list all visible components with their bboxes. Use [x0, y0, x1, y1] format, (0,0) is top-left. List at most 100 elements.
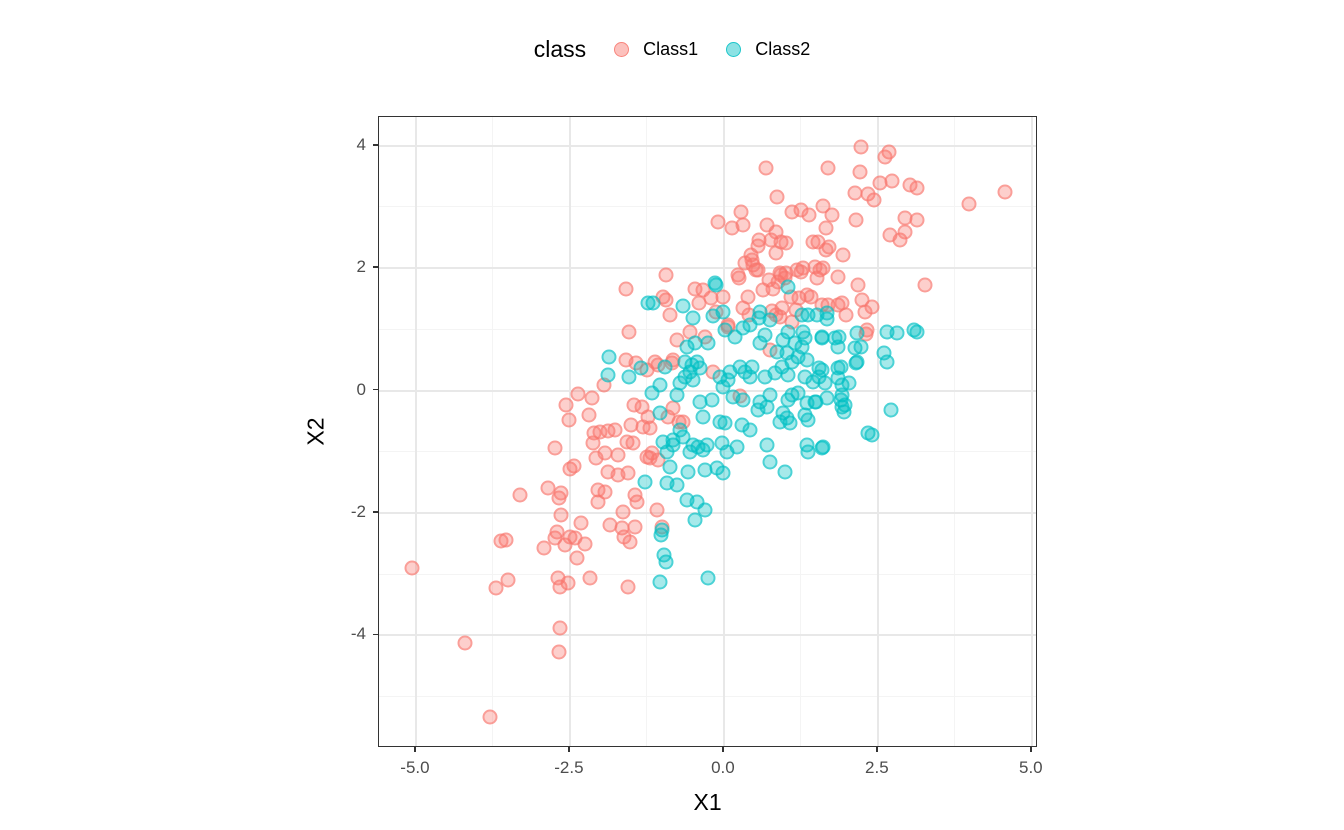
- data-point-class1: [735, 217, 751, 233]
- data-point-class2: [685, 372, 701, 388]
- data-point-class2: [780, 279, 796, 295]
- gridline-major-vertical: [414, 117, 417, 746]
- data-point-class1: [820, 160, 836, 176]
- data-point-class2: [757, 369, 773, 385]
- data-point-class1: [512, 487, 528, 503]
- data-point-class2: [695, 442, 711, 458]
- data-point-class2: [680, 464, 696, 480]
- data-point-class1: [710, 214, 726, 230]
- data-point-class1: [581, 407, 597, 423]
- data-point-class2: [695, 409, 711, 425]
- data-point-class1: [488, 580, 504, 596]
- data-point-class1: [877, 149, 893, 165]
- data-point-class1: [662, 307, 678, 323]
- data-point-class2: [889, 325, 905, 341]
- data-point-class2: [662, 459, 678, 475]
- data-point-class1: [755, 282, 771, 298]
- data-point-class2: [831, 329, 847, 345]
- data-point-class2: [675, 298, 691, 314]
- gridline-minor-horizontal: [379, 206, 1036, 208]
- data-point-class1: [830, 269, 846, 285]
- data-point-class2: [700, 570, 716, 586]
- data-point-class2: [811, 369, 827, 385]
- data-point-class2: [819, 305, 835, 321]
- data-point-class2: [669, 387, 685, 403]
- data-point-class2: [715, 465, 731, 481]
- data-point-class2: [853, 339, 869, 355]
- data-point-class1: [809, 270, 825, 286]
- data-point-class1: [658, 292, 674, 308]
- data-point-class2: [883, 402, 899, 418]
- data-point-class1: [818, 242, 834, 258]
- data-point-class1: [551, 490, 567, 506]
- data-point-class2: [759, 437, 775, 453]
- data-point-class1: [621, 324, 637, 340]
- data-point-class1: [582, 570, 598, 586]
- x-axis-title: X1: [693, 789, 722, 815]
- data-point-class2: [742, 369, 758, 385]
- legend-item-class2: Class2: [726, 39, 810, 60]
- data-point-class1: [615, 504, 631, 520]
- y-axis-title: X2: [302, 416, 329, 446]
- data-point-class1: [482, 709, 498, 725]
- data-point-class2: [836, 404, 852, 420]
- data-point-class2: [600, 367, 616, 383]
- data-point-class2: [658, 554, 674, 570]
- x-tick-label: 0.0: [711, 758, 735, 777]
- data-point-class2: [687, 512, 703, 528]
- gridline-major-horizontal: [379, 267, 1036, 270]
- gridline-minor-horizontal: [379, 696, 1036, 698]
- data-point-class2: [704, 392, 720, 408]
- data-point-class2: [780, 367, 796, 383]
- data-point-class1: [715, 289, 731, 305]
- x-tick-label: -2.5: [554, 758, 584, 777]
- data-point-class1: [909, 180, 925, 196]
- data-point-class2: [653, 527, 669, 543]
- data-point-class1: [610, 447, 626, 463]
- data-point-class1: [799, 287, 815, 303]
- x-tick-mark: [568, 747, 570, 752]
- plot-panel: [378, 116, 1037, 747]
- data-point-class1: [658, 267, 674, 282]
- data-point-class2: [800, 307, 816, 323]
- data-point-class2: [717, 415, 733, 431]
- data-point-class1: [997, 184, 1013, 200]
- data-point-class1: [731, 270, 747, 286]
- data-point-class1: [618, 281, 634, 297]
- data-point-class2: [879, 354, 895, 370]
- data-point-class1: [866, 192, 882, 208]
- data-point-class2: [621, 369, 637, 385]
- y-tick-label: -4: [350, 624, 366, 644]
- data-point-class1: [853, 139, 869, 155]
- legend: class Class1 Class2: [0, 36, 1344, 63]
- x-tick-label: 2.5: [865, 758, 889, 777]
- data-point-class1: [620, 465, 636, 481]
- data-point-class2: [800, 412, 816, 428]
- y-tick-mark: [373, 266, 378, 268]
- data-point-class1: [778, 265, 794, 281]
- data-point-class1: [500, 572, 516, 588]
- legend-label-class2: Class2: [755, 39, 811, 59]
- class2-point-icon: [726, 42, 742, 57]
- data-point-class1: [622, 534, 638, 550]
- data-point-class1: [404, 560, 420, 576]
- data-point-class2: [601, 349, 617, 365]
- data-point-class1: [577, 536, 593, 552]
- data-point-class2: [848, 355, 864, 371]
- data-point-class2: [652, 405, 668, 421]
- x-tick-mark: [876, 747, 878, 752]
- data-point-class2: [644, 385, 660, 401]
- data-point-class2: [777, 464, 793, 480]
- data-point-class2: [864, 427, 880, 443]
- data-point-class2: [700, 335, 716, 351]
- gridline-major-vertical: [1030, 117, 1033, 746]
- y-tick-mark: [373, 144, 378, 146]
- data-point-class2: [735, 392, 751, 408]
- data-point-class1: [892, 232, 908, 248]
- class1-point-icon: [614, 42, 630, 57]
- data-point-class1: [620, 579, 636, 595]
- data-point-class2: [742, 317, 758, 333]
- data-point-class2: [814, 330, 830, 346]
- data-point-class1: [801, 207, 817, 223]
